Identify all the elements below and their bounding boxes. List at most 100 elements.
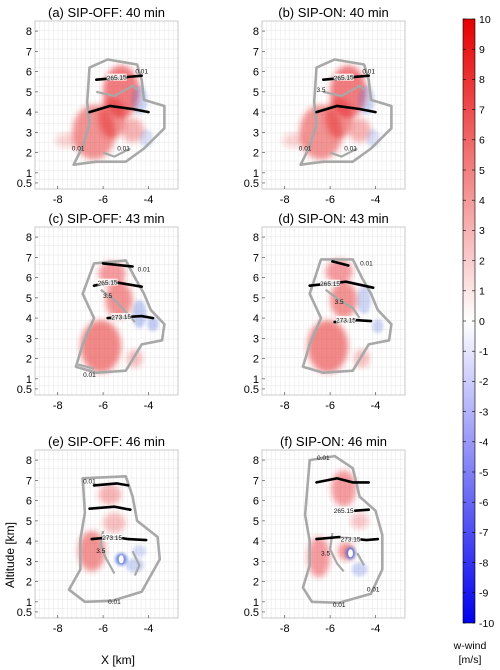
plot-frame <box>34 226 179 396</box>
y-tick-label: 1 <box>26 597 32 609</box>
temperature-contour <box>101 262 134 268</box>
colorbar-tick-label: -4 <box>479 437 488 449</box>
y-tick-label: 3 <box>26 127 32 139</box>
y-tick-label: 4 <box>26 107 32 119</box>
temperature-contour-label: 265.15 <box>320 281 340 288</box>
colorbar-tick-label: -8 <box>479 557 488 569</box>
x-tick-label: -4 <box>144 194 154 206</box>
contour-label-bg <box>335 316 356 324</box>
panel-title: (d) SIP-ON: 43 min <box>278 211 389 226</box>
updraft-blob <box>330 281 358 319</box>
updraft-blob <box>307 320 349 373</box>
panel-title: (b) SIP-ON: 40 min <box>278 5 389 20</box>
temperature-contour-label: 273.15 <box>111 314 132 322</box>
y-tick-label: 6 <box>26 67 32 79</box>
colorbar-tick-label: 10 <box>479 14 491 26</box>
updraft-blob <box>55 133 79 148</box>
cloud-contour-0.01 <box>72 58 166 166</box>
y-tick-label: 2 <box>253 577 259 589</box>
y-tick-label: 3 <box>253 333 259 345</box>
y-tick-label: 2 <box>253 354 259 366</box>
downdraft-blob <box>372 319 384 334</box>
updraft-blob <box>350 512 369 529</box>
x-tick-label: -6 <box>325 400 335 412</box>
y-tick-label: 5 <box>26 293 32 305</box>
y-tick-label: 1 <box>253 597 259 609</box>
panel-title: (e) SIP-OFF: 46 min <box>48 434 165 449</box>
plot-frame <box>261 20 406 190</box>
contour-label: 0.01 <box>317 455 330 462</box>
updraft-blob <box>121 118 144 143</box>
y-tick-label: 6 <box>26 273 32 285</box>
x-tick-label: -4 <box>371 194 381 206</box>
temperature-contour-label: 273.15 <box>102 535 122 542</box>
y-tick-label: 4 <box>26 313 32 325</box>
colorbar-label-line2: [m/s] <box>459 654 482 666</box>
colorbar-tick-label: 1 <box>479 286 485 298</box>
downdraft-blob <box>132 545 147 558</box>
panel-title: (c) SIP-OFF: 43 min <box>48 211 164 226</box>
y-tick-label: 4 <box>253 313 259 325</box>
x-tick-label: -6 <box>98 194 108 206</box>
y-tick-label: 8 <box>253 232 259 244</box>
plot-frame <box>261 449 406 619</box>
temperature-contour <box>331 260 350 267</box>
y-tick-label: 5 <box>253 293 259 305</box>
colorbar-tick-label: 4 <box>479 195 485 207</box>
x-tick-label: -6 <box>325 194 335 206</box>
y-tick-label: 0.5 <box>244 607 259 619</box>
y-tick-label: 3 <box>26 333 32 345</box>
temperature-contour-label: 265.15 <box>334 74 355 82</box>
temperature-contour <box>92 482 130 487</box>
panel-c: 265.15 273.15 0.01 0.01 3.5 0.51 2 3 4 5 6 7 8 -8 -6 -4… <box>17 211 179 412</box>
updraft-blob <box>348 118 371 143</box>
panel-title: (f) SIP-ON: 46 min <box>280 434 387 449</box>
y-tick-label: 5 <box>253 516 259 528</box>
y-tick-label: 2 <box>26 354 32 366</box>
downdraft-blob <box>125 558 144 573</box>
y-tick-label: 1 <box>26 168 32 180</box>
contour-label-bg <box>340 535 361 543</box>
y-tick-label: 2 <box>253 148 259 160</box>
y-tick-label: 2 <box>26 148 32 160</box>
contour-label: 0.01 <box>83 478 96 485</box>
plot-frame <box>34 20 179 190</box>
y-tick-label: 8 <box>26 26 32 38</box>
panel-d: 265.15 273.15 0.01 3.5 0.51 2 3 4 5 6 7 8 -8 -6 -4 (d) … <box>244 211 406 412</box>
contour-3.5 <box>102 147 131 158</box>
colorbar-tick-label: 5 <box>479 165 485 177</box>
x-tick-label: -4 <box>144 623 154 635</box>
y-tick-label: 7 <box>26 46 32 58</box>
cloud-contour-0.01 <box>301 258 393 375</box>
downdraft-blob <box>357 285 371 315</box>
updraft-blob <box>105 281 133 319</box>
y-tick-label: 7 <box>26 252 32 264</box>
colorbar-tick-label: 9 <box>479 44 485 56</box>
contour-label-bg <box>333 73 354 81</box>
colorbar-tick-label: -2 <box>479 376 488 388</box>
y-tick-label: 4 <box>26 536 32 548</box>
contour-label-bg <box>102 534 123 542</box>
updraft-blob <box>98 484 122 505</box>
y-tick-label: 8 <box>253 26 259 38</box>
y-tick-label: 3 <box>253 556 259 568</box>
cloud-contour-0.01 <box>74 259 166 375</box>
y-tick-label: 7 <box>26 475 32 487</box>
x-tick-label: -8 <box>53 194 63 206</box>
y-tick-label: 5 <box>26 516 32 528</box>
downdraft-core <box>118 555 124 564</box>
x-tick-label: -4 <box>371 623 381 635</box>
updraft-blob <box>307 537 331 578</box>
downdraft-core <box>348 549 354 558</box>
temperature-contour-label: 265.15 <box>107 74 128 82</box>
colorbar-tick-label: 2 <box>479 255 485 267</box>
x-tick-label: -8 <box>280 400 290 412</box>
contour-3.5 <box>329 147 358 158</box>
panel-f: 265.15 273.15 0.01 3.5 0.01 0.01 0.51 2 3 4 5 6 7 8 -8… <box>244 434 406 635</box>
plot-frame <box>261 226 406 396</box>
contour-label: 0.01 <box>108 599 121 606</box>
plot-frame <box>34 449 179 619</box>
contour-label: 3.5 <box>96 548 105 555</box>
